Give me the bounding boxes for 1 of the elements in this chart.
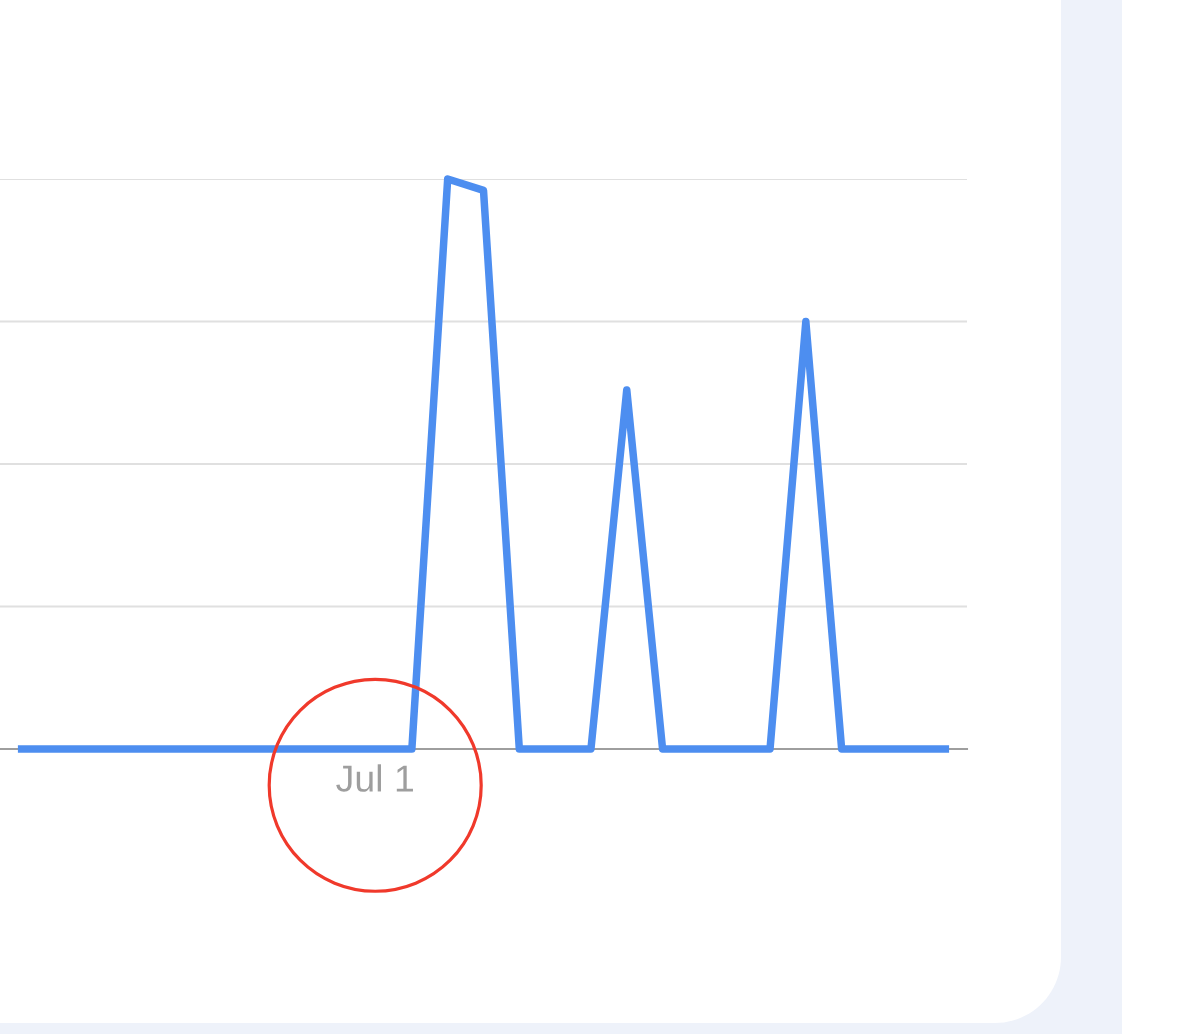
text: Jul 1 xyxy=(336,764,413,792)
